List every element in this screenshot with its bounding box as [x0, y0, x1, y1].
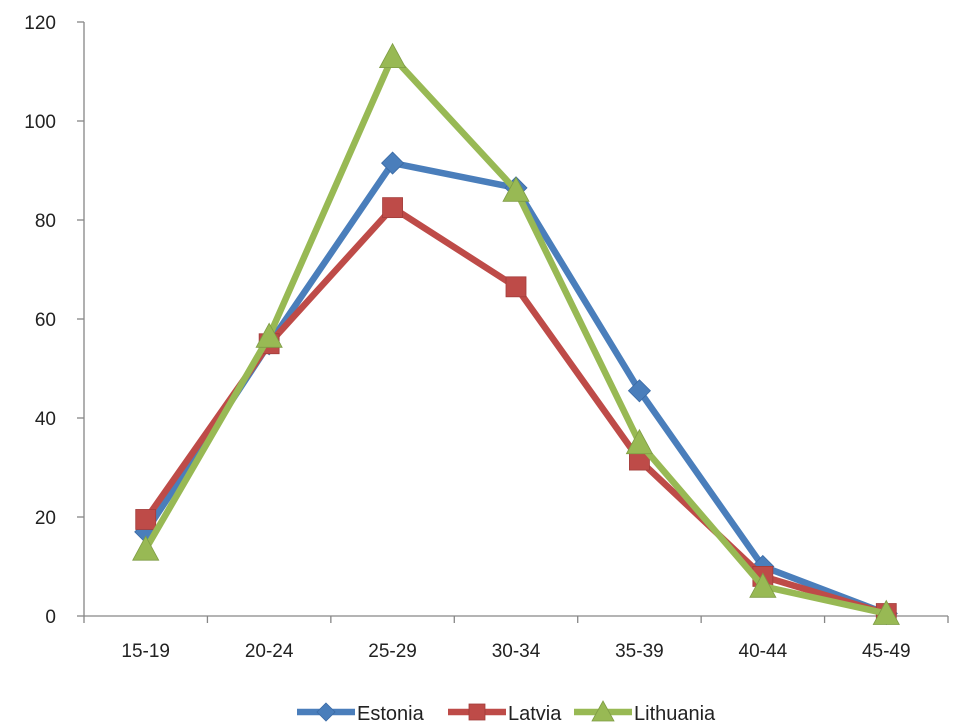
data-point-lithuania	[378, 42, 407, 69]
legend-item-estonia: Estonia	[297, 702, 425, 725]
y-tick-label: 60	[35, 310, 56, 331]
y-tick-label: 40	[35, 409, 56, 430]
data-point-lithuania	[749, 572, 777, 598]
data-point-lithuania	[872, 599, 900, 625]
x-axis-tick-labels: 15-19 20-24 25-29 30-34 35-39 40-44 45-49	[121, 641, 910, 662]
data-point-latvia	[135, 509, 157, 530]
legend-item-latvia: Latvia	[448, 703, 562, 725]
y-tick-label: 80	[35, 211, 56, 232]
series-latvia	[135, 197, 897, 624]
series-line-estonia	[142, 159, 890, 617]
legend-label: Latvia	[508, 703, 562, 725]
series-lithuania	[132, 42, 900, 625]
x-tick-label: 20-24	[245, 641, 294, 662]
series-estonia	[134, 151, 898, 626]
legend-marker	[468, 703, 486, 721]
x-tick-label: 25-29	[368, 641, 417, 662]
data-point-latvia	[505, 276, 527, 298]
series-line-lithuania	[142, 53, 890, 617]
y-tick-label: 20	[35, 508, 56, 529]
data-point-estonia	[381, 151, 405, 175]
axes	[77, 21, 949, 623]
x-tick-label: 45-49	[862, 641, 911, 662]
legend-marker	[316, 702, 336, 722]
y-tick-label: 0	[45, 607, 56, 628]
series-line-latvia	[142, 204, 890, 617]
x-tick-label: 35-39	[615, 641, 664, 662]
x-tick-label: 15-19	[121, 641, 170, 662]
y-tick-label: 120	[24, 13, 56, 34]
data-point-lithuania	[255, 322, 283, 348]
y-axis-tick-labels: 0 20 40 60 80 100 120	[24, 13, 56, 628]
data-point-lithuania	[625, 428, 654, 455]
data-point-lithuania	[132, 535, 160, 561]
data-point-lithuania	[502, 176, 530, 202]
legend-item-lithuania: Lithuania	[574, 700, 716, 725]
legend-label: Estonia	[357, 703, 425, 725]
data-point-estonia	[627, 379, 651, 403]
y-tick-label: 100	[24, 112, 56, 133]
legend-marker	[591, 700, 615, 722]
series-layer	[132, 42, 900, 626]
legend-label: Lithuania	[634, 703, 716, 725]
x-tick-label: 30-34	[492, 641, 541, 662]
data-point-latvia	[382, 197, 403, 219]
x-tick-label: 40-44	[739, 641, 788, 662]
legend: Estonia Latvia Lithuania	[297, 700, 716, 725]
